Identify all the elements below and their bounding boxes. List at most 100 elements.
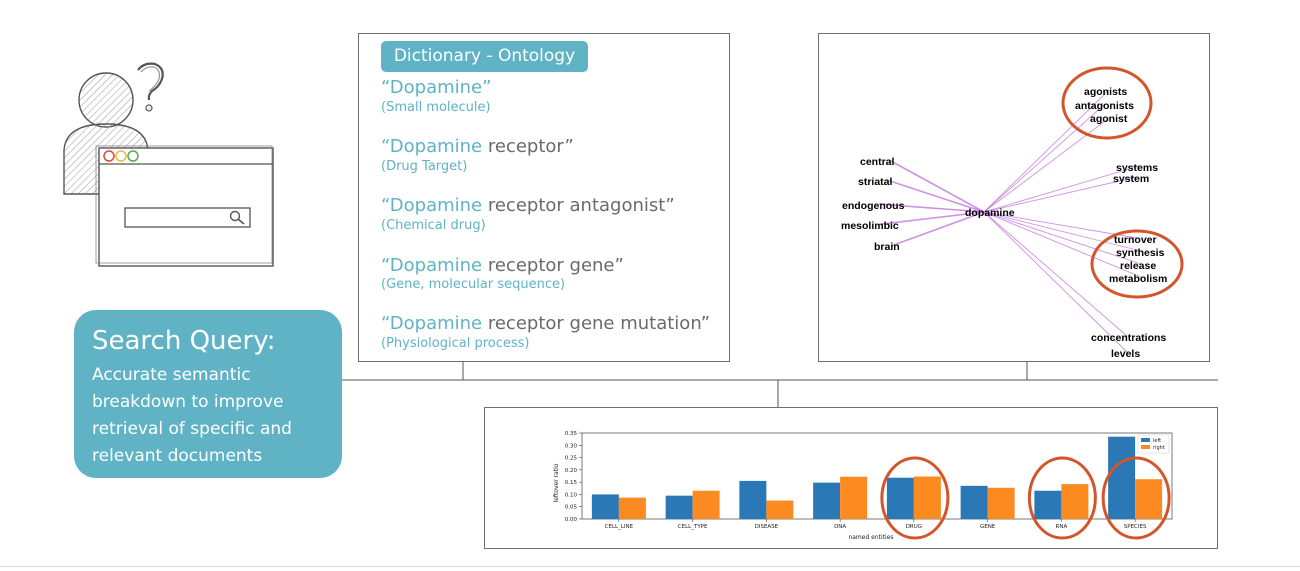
dictionary-term: “Dopamine receptor gene” [381,255,624,276]
x-tick-label: RNA [1056,524,1068,530]
network-node: turnover [1114,234,1157,246]
question-mark-icon [137,62,164,112]
bar-right-dna [840,476,868,519]
bar-left-dna [813,482,841,519]
network-edge [983,89,1110,213]
bar-chart-panel: 0.00 0.05 0.10 0.15 0.20 0.25 0.30 0.35 CELL_LI… [484,407,1218,549]
highlight-circle [880,456,950,540]
network-node: agonist [1090,113,1128,125]
network-center-node: dopamine [965,207,1015,219]
y-tick-label: 0.35 [565,431,578,437]
dictionary-category: (Gene, molecular sequence) [381,277,566,292]
x-tick-label: CELL_LINE [605,524,634,530]
highlight-circle [1090,229,1184,299]
word-network-graph: dopamine central striatal endogenous mes… [841,66,1184,360]
network-edge [983,211,1142,265]
network-edge [983,211,1128,353]
network-left-nodes: central striatal endogenous mesolimbic b… [841,156,905,253]
legend-label-left: left [1153,438,1161,444]
network-edge [983,176,1138,213]
network-edge [888,159,985,213]
x-tick-label: DRUG [906,524,922,530]
network-node: synthesis [1116,247,1165,259]
highlight-circle [1101,456,1171,540]
bar-left-drug [886,477,914,519]
dictionary-term: “Dopamine receptor gene mutation” [381,313,711,334]
dictionary-category: (Small molecule) [381,100,491,115]
network-edge [983,211,1138,239]
footer-divider [0,566,1300,567]
bar-left-gene [960,485,988,519]
x-axis-label: named entities [848,534,893,541]
word-network-panel: dopamine central striatal endogenous mes… [818,33,1210,362]
network-node: agonists [1084,86,1127,98]
search-query-description: Accurate semantic breakdown to improve r… [92,365,292,466]
network-edge [983,211,1142,252]
bar-right-drug [913,476,941,519]
bar-right-cell_type [692,490,720,519]
y-tick-label: 0.15 [565,480,578,486]
x-tick-label: GENE [980,524,996,530]
y-tick-label: 0.00 [565,517,578,523]
bar-left-species [1108,436,1136,519]
network-edge [983,211,1142,278]
bar-right-gene [987,487,1015,519]
dictionary-header: Dictionary - Ontology [381,41,588,72]
network-node: endogenous [842,200,905,212]
network-node: central [860,156,895,168]
legend-swatch-right [1141,445,1150,449]
network-edge [890,211,985,247]
network-edge [983,103,1106,213]
dictionary-term: “Dopamine receptor” [381,136,574,157]
network-node: dopamine [965,207,1015,219]
y-tick-label: 0.25 [565,456,578,462]
bar-left-rna [1034,490,1062,519]
bar-left-disease [739,480,767,519]
y-tick-label: 0.05 [565,505,578,511]
dictionary-term: “Dopamine” [381,77,492,98]
bar-right-disease [766,500,794,519]
y-tick-label: 0.10 [565,492,578,498]
search-query-title: Search Query: [92,326,276,356]
highlight-circle [1027,456,1097,540]
network-right-nodes: agonists antagonists agonist systems sys… [1075,86,1167,360]
x-tick-label: DISEASE [755,524,779,530]
y-tick-label: 0.20 [565,468,578,474]
network-edge [886,179,985,213]
network-edge [878,203,985,213]
network-node: brain [874,241,900,253]
highlight-circle [1061,66,1153,140]
bar-right-rna [1061,484,1089,519]
network-node: striatal [858,176,893,188]
x-tick-label: DNA [834,524,846,530]
network-edges [878,89,1142,353]
network-node: release [1120,260,1156,272]
network-edge [983,165,1140,213]
browser-window-icon [95,145,274,267]
y-tick-label: 0.30 [565,443,578,449]
dictionary-category: (Drug Target) [381,159,468,174]
network-node: mesolimbic [841,220,899,232]
leftover-ratio-chart: 0.00 0.05 0.10 0.15 0.20 0.25 0.30 0.35 CELL_LI… [553,431,1173,541]
y-axis-label: leftover ratio [553,463,560,502]
dictionary-category: (Physiological process) [381,336,530,351]
bar-left-cell_line [591,494,619,519]
network-edge [881,211,985,225]
network-node: levels [1111,348,1140,360]
bar-right-cell_line [618,497,646,519]
x-tick-label: CELL_TYPE [678,524,708,530]
user-browser-sketch [63,62,274,267]
network-node: system [1113,173,1149,185]
dictionary-term: “Dopamine receptor antagonist” [381,195,675,216]
dictionary-ontology-panel: Dictionary - Ontology “Dopamine” (Small … [358,33,730,362]
network-edge [983,211,1128,337]
legend-label-right: right [1153,445,1165,451]
dictionary-category: (Chemical drug) [381,218,486,233]
highlight-circles [1061,66,1184,299]
x-tick-label: SPECIES [1124,524,1147,530]
bar-left-cell_type [665,495,693,519]
network-node: antagonists [1075,100,1134,112]
bar-right-species [1135,479,1163,519]
network-node: systems [1116,162,1158,174]
